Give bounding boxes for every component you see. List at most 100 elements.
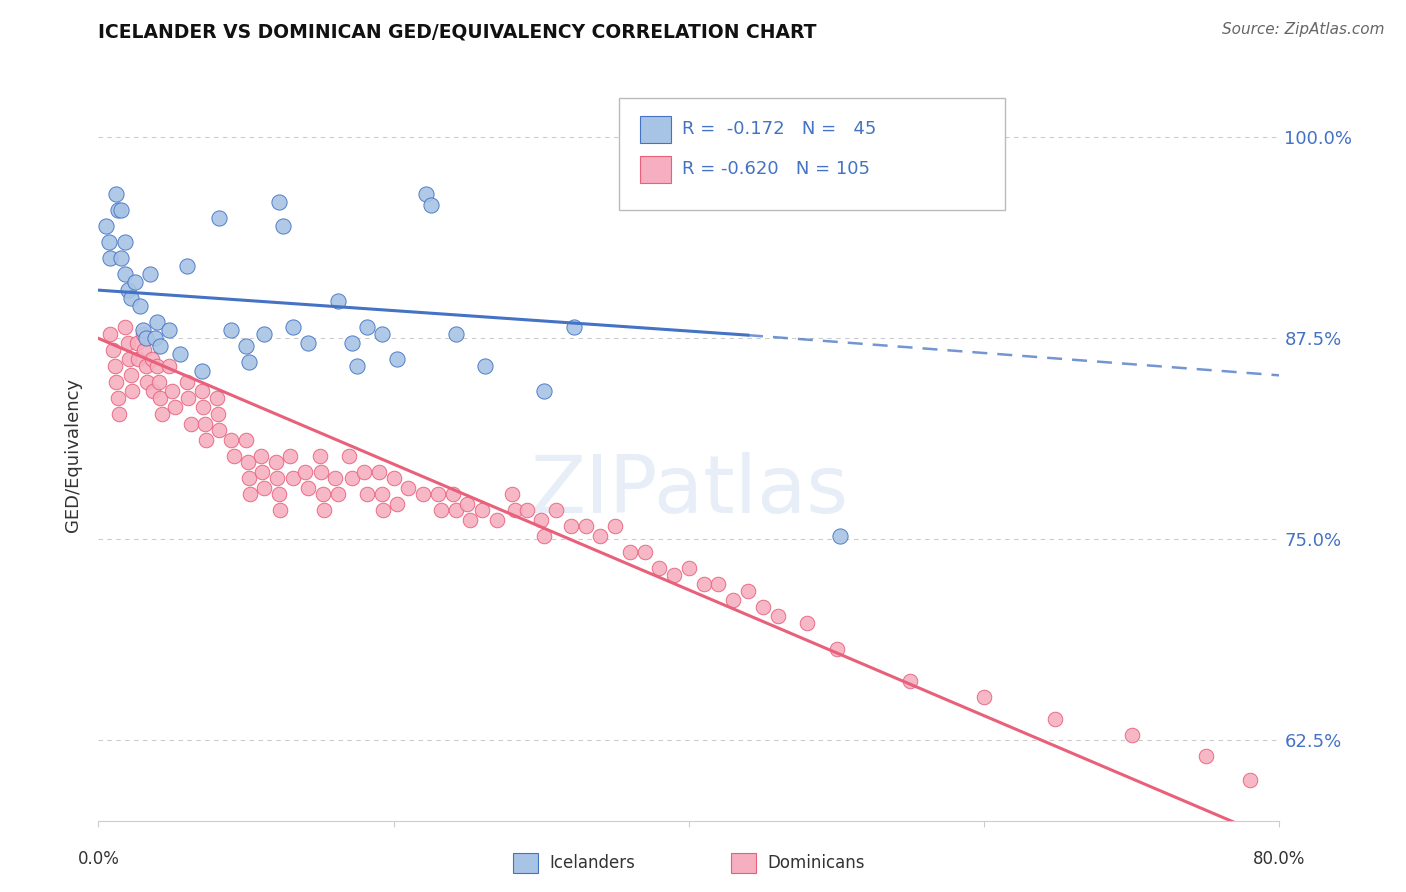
Point (633, 545, 655, 559)
Text: ICELANDER VS DOMINICAN GED/EQUIVALENCY CORRELATION CHART: ICELANDER VS DOMINICAN GED/EQUIVALENCY C… (98, 22, 817, 41)
Point (471, 503, 494, 517)
Point (208, 423, 231, 437)
Point (605, 519, 627, 533)
Point (342, 471, 364, 485)
Point (533, 529, 555, 543)
Point (103, 343, 125, 357)
Point (533, 384, 555, 399)
Point (169, 347, 191, 361)
Point (250, 449, 273, 463)
Point (142, 384, 165, 399)
Point (427, 487, 450, 501)
Point (105, 375, 128, 389)
Point (193, 401, 215, 415)
Point (107, 391, 129, 405)
Point (368, 465, 391, 479)
Point (205, 391, 228, 405)
Point (503, 503, 526, 517)
Point (208, 211, 231, 225)
Text: R =  -0.172   N =   45: R = -0.172 N = 45 (682, 120, 876, 138)
Point (149, 339, 172, 353)
Point (412, 487, 434, 501)
Point (1239, 773, 1261, 788)
Point (314, 503, 336, 517)
Point (456, 497, 478, 511)
Point (104, 359, 127, 373)
Point (796, 615, 818, 630)
Text: Icelanders: Icelanders (550, 855, 636, 872)
Point (737, 583, 759, 598)
Point (235, 433, 257, 447)
Point (238, 471, 260, 485)
Point (124, 275, 146, 289)
Y-axis label: GED/Equivalency: GED/Equivalency (65, 378, 83, 532)
Point (219, 323, 242, 337)
Text: 0.0%: 0.0% (77, 849, 120, 868)
Point (678, 561, 700, 575)
Point (385, 352, 408, 367)
Point (283, 320, 305, 334)
Point (191, 363, 214, 377)
Point (515, 503, 537, 517)
Point (693, 577, 716, 591)
Point (326, 487, 349, 501)
Point (157, 323, 180, 337)
Point (323, 471, 346, 485)
Point (430, 503, 453, 517)
Point (120, 291, 142, 305)
Point (382, 471, 405, 485)
Point (269, 503, 291, 517)
Point (751, 599, 773, 614)
Point (356, 320, 378, 334)
Point (125, 336, 148, 351)
Point (117, 336, 139, 351)
Point (207, 407, 229, 421)
Point (253, 481, 276, 495)
Point (266, 471, 288, 485)
Point (105, 186, 128, 201)
Point (252, 465, 274, 479)
Point (114, 235, 136, 249)
Point (723, 593, 745, 607)
Point (97, 235, 120, 249)
Point (146, 359, 169, 373)
Point (141, 352, 163, 367)
Point (108, 407, 131, 421)
Point (180, 417, 202, 431)
Point (530, 513, 553, 527)
Point (132, 326, 155, 341)
Point (589, 529, 612, 543)
Point (98, 326, 121, 341)
Point (546, 503, 568, 517)
Point (136, 375, 159, 389)
Point (118, 352, 141, 367)
Point (267, 194, 290, 209)
Point (460, 513, 482, 527)
Point (297, 481, 319, 495)
Point (194, 417, 217, 431)
Point (157, 359, 180, 373)
Point (574, 519, 596, 533)
Point (828, 529, 851, 543)
Point (562, 320, 585, 334)
Point (973, 690, 995, 704)
Point (162, 384, 183, 399)
Point (766, 609, 789, 624)
Text: R = -0.620   N = 105: R = -0.620 N = 105 (682, 161, 870, 178)
Point (114, 267, 136, 281)
Point (117, 283, 139, 297)
Text: Dominicans: Dominicans (768, 855, 865, 872)
Point (297, 336, 319, 351)
Point (648, 561, 671, 575)
Point (235, 339, 257, 353)
Point (900, 673, 922, 688)
Point (283, 471, 305, 485)
Point (165, 401, 187, 415)
Text: 80.0%: 80.0% (1253, 849, 1306, 868)
Point (149, 391, 172, 405)
Point (110, 202, 132, 217)
Point (236, 455, 259, 469)
Point (271, 219, 294, 233)
Point (474, 359, 496, 373)
Point (107, 202, 129, 217)
